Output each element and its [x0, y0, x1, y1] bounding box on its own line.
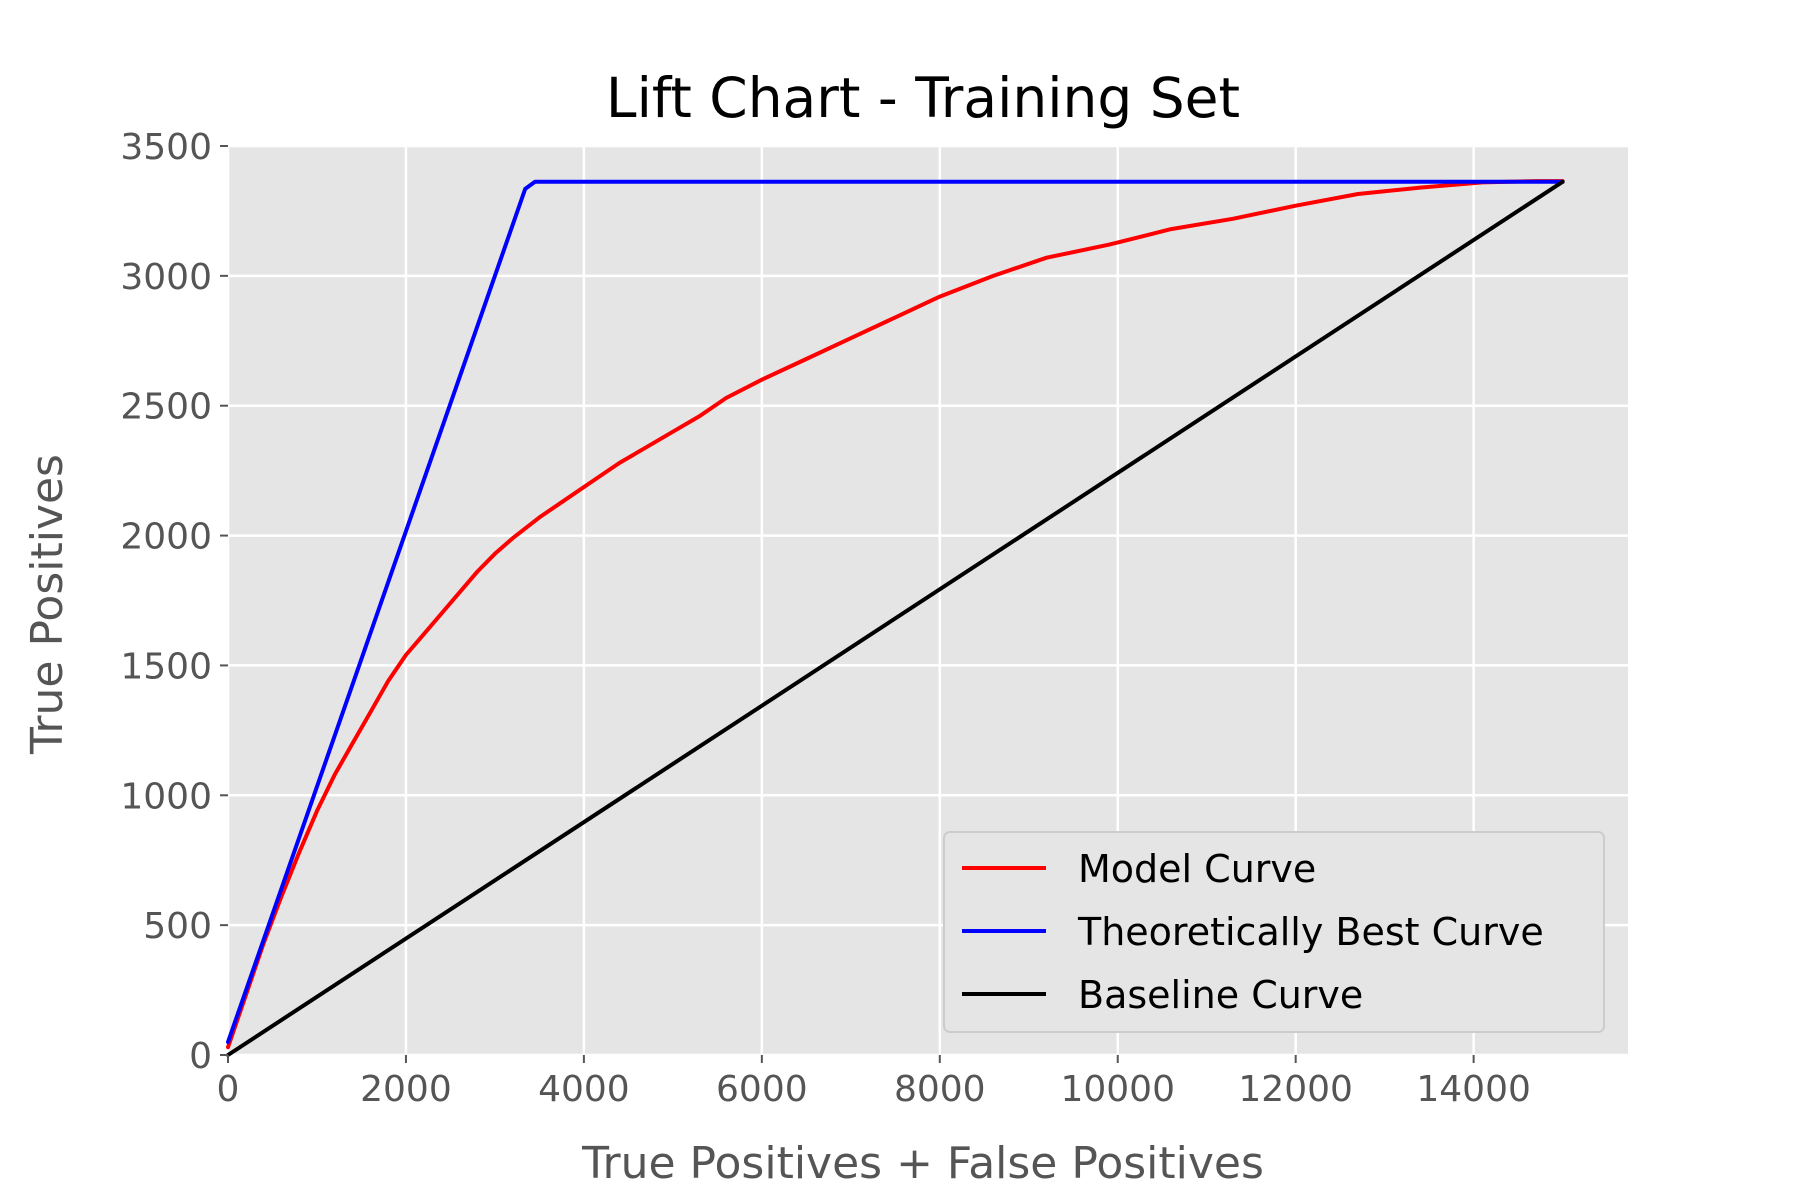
y-tick-label: 2500 [120, 387, 212, 428]
chart-title: Lift Chart - Training Set [606, 66, 1240, 130]
y-tick-label: 3000 [120, 257, 212, 298]
y-tick-label: 1500 [120, 646, 212, 687]
best-curve-line [226, 179, 1565, 1044]
legend-label-baseline: Baseline Curve [1078, 973, 1363, 1017]
x-axis-label: True Positives + False Positives [581, 1138, 1264, 1189]
x-tick-label: 2000 [360, 1069, 452, 1110]
x-tick-label: 6000 [716, 1069, 808, 1110]
x-tick-label: 10000 [1060, 1069, 1175, 1110]
y-tick-label: 1000 [120, 776, 212, 817]
y-axis-label: True Positives [22, 454, 73, 755]
x-tick-label: 4000 [538, 1069, 630, 1110]
legend-box [943, 831, 1605, 1033]
x-tick-label: 8000 [894, 1069, 986, 1110]
y-tick-label: 500 [143, 906, 212, 947]
legend-label-best: Theoretically Best Curve [1077, 910, 1544, 954]
baseline-curve-line [226, 179, 1565, 1057]
y-tick-label: 0 [189, 1036, 212, 1077]
x-tick-label: 12000 [1238, 1069, 1353, 1110]
x-tick-label: 14000 [1416, 1069, 1531, 1110]
x-tick-label: 0 [217, 1069, 240, 1110]
model-curve-line [226, 179, 1565, 1050]
legend-label-model: Model Curve [1078, 847, 1316, 891]
y-tick-label: 2000 [120, 517, 212, 558]
y-tick-label: 3500 [120, 127, 212, 168]
axis-ticks: 0 2000 4000 6000 8000 10000 12000 14000 0 500 1000… [120, 127, 1531, 1110]
legend: Model Curve Theoretically Best Curve Bas… [943, 831, 1605, 1033]
series-lines [226, 179, 1565, 1057]
